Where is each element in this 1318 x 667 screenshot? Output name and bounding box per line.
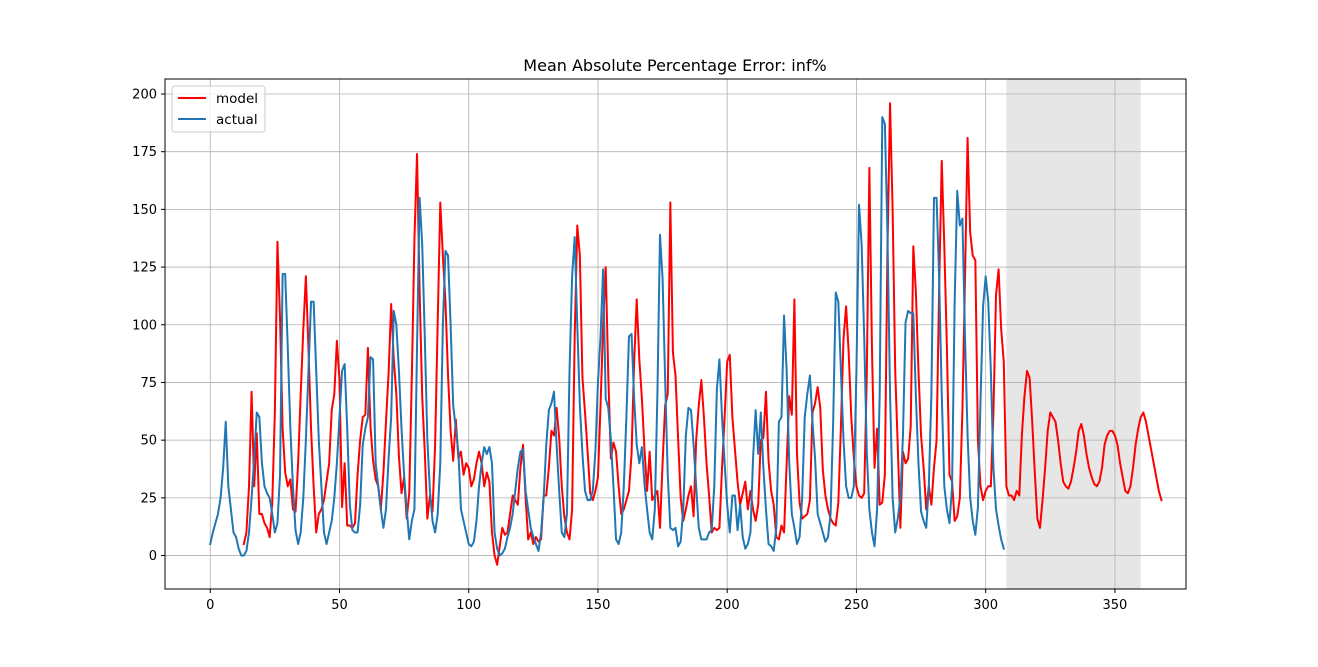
- series-line-model: [242, 102, 1163, 566]
- y-tick-label-50: 50: [140, 434, 157, 449]
- y-tick-label-200: 200: [132, 88, 157, 103]
- x-tick-label-100: 100: [456, 598, 481, 613]
- y-axis: 0 25 50 75 100 125 150 175 200: [132, 88, 165, 564]
- x-tick-label-0: 0: [206, 598, 214, 613]
- y-tick-label-100: 100: [132, 318, 157, 333]
- y-tick-label-25: 25: [140, 491, 157, 506]
- legend-label-model: model: [216, 91, 258, 107]
- x-tick-label-250: 250: [844, 598, 869, 613]
- forecast-shaded-region: [1006, 79, 1141, 589]
- series-lines: [209, 102, 1163, 566]
- y-tick-label-75: 75: [140, 376, 157, 391]
- plot-frame: [164, 78, 1187, 590]
- legend-label-actual: actual: [216, 112, 258, 128]
- grid-lines: [165, 79, 1186, 589]
- y-tick-label-125: 125: [132, 261, 157, 276]
- x-axis: 0 50 100 150 200 250 300 350: [206, 589, 1127, 613]
- legend: model actual: [171, 85, 266, 133]
- chart-title: Mean Absolute Percentage Error: inf%: [523, 56, 826, 75]
- x-tick-label-150: 150: [586, 598, 611, 613]
- series-line-actual: [209, 116, 1006, 557]
- y-tick-label-175: 175: [132, 145, 157, 160]
- y-tick-label-0: 0: [149, 549, 157, 564]
- x-tick-label-350: 350: [1103, 598, 1128, 613]
- x-tick-label-50: 50: [331, 598, 348, 613]
- y-tick-label-150: 150: [132, 203, 157, 218]
- x-tick-label-300: 300: [973, 598, 998, 613]
- x-tick-label-200: 200: [715, 598, 740, 613]
